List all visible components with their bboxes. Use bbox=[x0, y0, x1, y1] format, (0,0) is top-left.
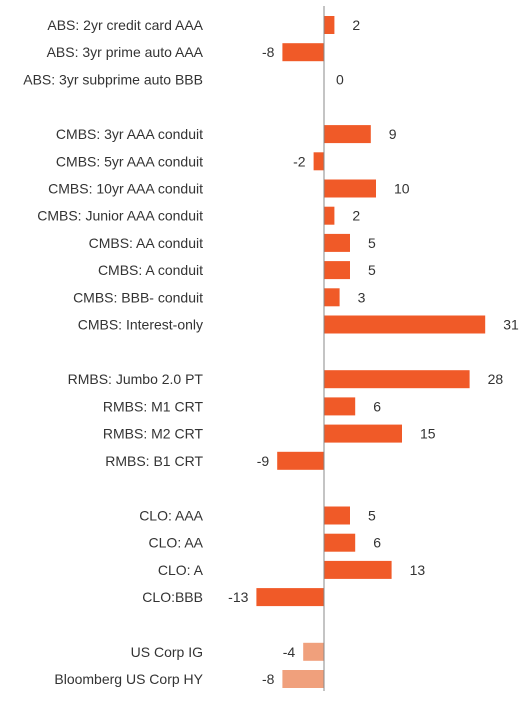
value-label: 0 bbox=[336, 71, 344, 87]
value-label: -4 bbox=[283, 644, 296, 660]
value-label: 13 bbox=[410, 562, 426, 578]
category-label: CLO: AAA bbox=[139, 508, 203, 524]
category-label: RMBS: M2 CRT bbox=[103, 426, 204, 442]
bar bbox=[324, 233, 350, 252]
value-label: 2 bbox=[352, 17, 360, 33]
category-label: CMBS: AA conduit bbox=[89, 235, 204, 251]
value-label: 15 bbox=[420, 426, 436, 442]
category-label: ABS: 3yr prime auto AAA bbox=[47, 44, 204, 60]
value-label: -8 bbox=[262, 671, 275, 687]
bar bbox=[324, 206, 335, 225]
bar bbox=[324, 125, 371, 144]
bar bbox=[303, 642, 324, 661]
category-label: CMBS: BBB- conduit bbox=[73, 289, 203, 305]
value-label: 6 bbox=[373, 398, 381, 414]
value-label: -9 bbox=[257, 453, 270, 469]
bar bbox=[324, 533, 356, 552]
bar bbox=[313, 152, 324, 171]
value-label: -8 bbox=[262, 44, 275, 60]
category-label: US Corp IG bbox=[131, 644, 203, 660]
bar bbox=[324, 560, 392, 579]
category-label: CMBS: Interest-only bbox=[78, 317, 203, 333]
category-label: RMBS: M1 CRT bbox=[103, 398, 204, 414]
bar bbox=[324, 370, 470, 389]
value-label: 31 bbox=[503, 317, 519, 333]
bar bbox=[324, 179, 376, 198]
value-label: 5 bbox=[368, 262, 376, 278]
value-label: -2 bbox=[293, 153, 306, 169]
bar bbox=[324, 424, 402, 443]
value-label: 5 bbox=[368, 235, 376, 251]
category-label: CLO: AA bbox=[149, 535, 204, 551]
category-label: CMBS: A conduit bbox=[98, 262, 203, 278]
bar bbox=[256, 588, 324, 607]
value-label: 2 bbox=[352, 208, 360, 224]
category-label: Bloomberg US Corp HY bbox=[54, 671, 203, 687]
category-label: RMBS: Jumbo 2.0 PT bbox=[68, 371, 204, 387]
bar bbox=[324, 261, 350, 280]
bar bbox=[324, 288, 340, 307]
category-label: CLO: A bbox=[158, 562, 204, 578]
category-label: RMBS: B1 CRT bbox=[105, 453, 203, 469]
category-label: ABS: 3yr subprime auto BBB bbox=[23, 71, 203, 87]
bar bbox=[282, 670, 324, 688]
category-label: ABS: 2yr credit card AAA bbox=[47, 17, 203, 33]
bars bbox=[256, 16, 486, 688]
value-label: 5 bbox=[368, 508, 376, 524]
bar bbox=[324, 506, 350, 525]
value-label: 3 bbox=[358, 289, 366, 305]
category-label: CLO:BBB bbox=[142, 589, 203, 605]
bar bbox=[324, 397, 356, 416]
category-labels: ABS: 2yr credit card AAA ABS: 3yr prime a… bbox=[23, 17, 203, 687]
value-label: 28 bbox=[488, 371, 504, 387]
category-label: CMBS: Junior AAA conduit bbox=[37, 208, 203, 224]
value-label: 6 bbox=[373, 535, 381, 551]
category-label: CMBS: 5yr AAA conduit bbox=[56, 153, 203, 169]
bar bbox=[324, 16, 335, 34]
value-label: 9 bbox=[389, 126, 397, 142]
value-label: 10 bbox=[394, 181, 410, 197]
category-label: CMBS: 3yr AAA conduit bbox=[56, 126, 203, 142]
value-label: -13 bbox=[228, 589, 248, 605]
bar bbox=[277, 451, 324, 470]
category-label: CMBS: 10yr AAA conduit bbox=[48, 181, 203, 197]
bar bbox=[324, 315, 486, 334]
bar bbox=[282, 43, 324, 62]
